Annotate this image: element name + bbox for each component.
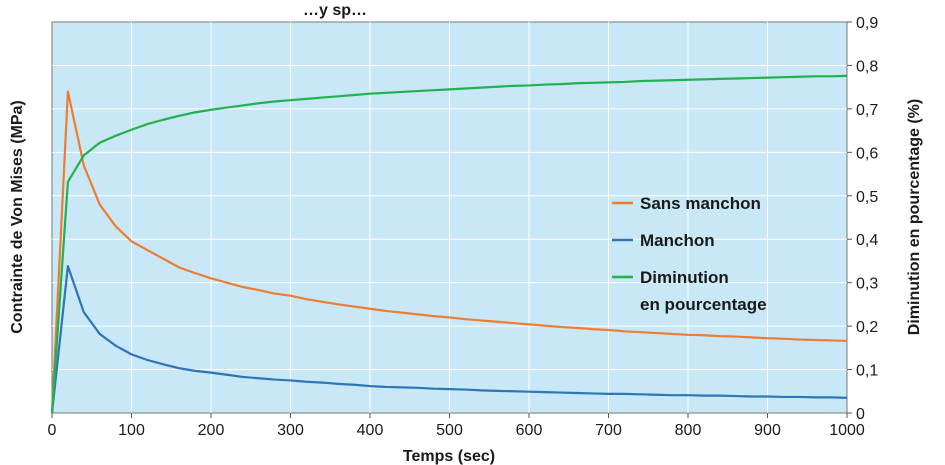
- x-tick-label: 1000: [829, 422, 865, 439]
- chart-title: …y sp…: [303, 2, 367, 19]
- x-axis-title: Temps (sec): [403, 448, 495, 465]
- series-lines: [50, 74, 848, 414]
- right-tick-label: 0,7: [856, 102, 878, 119]
- right-tick-label: 0,3: [856, 276, 878, 293]
- series-line: [50, 265, 848, 414]
- right-tick-label: 0,6: [856, 145, 878, 162]
- y-axis-title: Contrainte de Von Mises (MPa): [9, 100, 26, 334]
- legend-label: Diminution: [640, 268, 729, 287]
- legend-label: Manchon: [640, 231, 715, 250]
- right-axis-ticks: 0 0,1 0,2 0,3 0,4 0,5 0,6 0,7 0,8 0,9: [847, 15, 878, 423]
- x-tick-label: 200: [198, 422, 225, 439]
- right-tick-label: 0,9: [856, 15, 878, 32]
- legend-label: en pourcentage: [640, 295, 767, 314]
- x-tick-label: 300: [277, 422, 304, 439]
- legend: Sans manchon Manchon Diminution en pourcent…: [612, 194, 767, 314]
- right-tick-label: 0,5: [856, 189, 878, 206]
- x-axis-ticks: 0 100 200 300 400 500 600 700 800 900 1000: [48, 413, 865, 439]
- x-tick-label: 700: [595, 422, 622, 439]
- x-tick-label: 600: [516, 422, 543, 439]
- x-tick-label: 900: [754, 422, 781, 439]
- x-tick-label: 800: [675, 422, 702, 439]
- series-line: [50, 90, 848, 414]
- right-tick-label: 0,1: [856, 363, 878, 380]
- right-tick-label: 0: [856, 406, 865, 423]
- legend-label: Sans manchon: [640, 194, 761, 213]
- right-tick-label: 0,2: [856, 319, 878, 336]
- right-tick-label: 0,8: [856, 58, 878, 75]
- x-tick-label: 0: [48, 422, 57, 439]
- x-tick-label: 100: [118, 422, 145, 439]
- right-axis-title: Diminution en pourcentage (%): [906, 99, 923, 335]
- x-tick-label: 500: [436, 422, 463, 439]
- x-tick-label: 400: [357, 422, 384, 439]
- right-tick-label: 0,4: [856, 232, 878, 249]
- series-line: [50, 74, 848, 414]
